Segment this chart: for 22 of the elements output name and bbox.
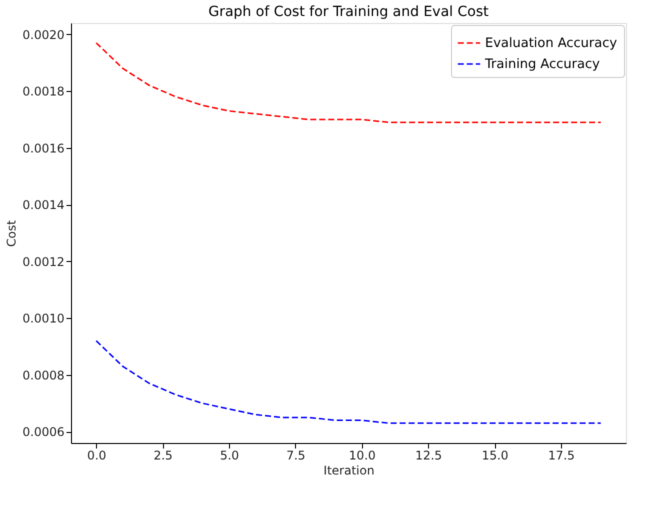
y-tick-label: 0.0016	[22, 141, 64, 156]
y-tick-label: 0.0020	[22, 28, 64, 42]
x-tick-label: 5.0	[220, 448, 240, 462]
legend-label: Evaluation Accuracy	[485, 36, 618, 51]
x-tick-label: 15.0	[482, 448, 508, 462]
x-tick-label: 7.5	[286, 448, 306, 462]
x-tick-label: 17.5	[548, 448, 575, 462]
line-series	[95, 340, 602, 424]
x-tick-label: 2.5	[154, 448, 173, 462]
x-tick-label: 0.0	[87, 448, 106, 462]
y-tick-label: 0.0014	[22, 198, 64, 212]
y-axis-title: Cost	[4, 220, 19, 247]
y-tick-label: 0.0008	[22, 368, 64, 382]
y-tick-label: 0.0010	[22, 312, 64, 326]
x-axis-title: Iteration	[324, 464, 374, 478]
chart-title: Graph of Cost for Training and Eval Cost	[208, 4, 490, 20]
y-tick-label: 0.0012	[22, 254, 64, 269]
x-tick-label: 10.0	[348, 448, 376, 462]
x-tick-label: 12.5	[415, 448, 442, 462]
legend-label: Training Accuracy	[484, 57, 600, 72]
y-tick-label: 0.0006	[22, 425, 64, 440]
y-tick-label: 0.0018	[22, 84, 64, 99]
